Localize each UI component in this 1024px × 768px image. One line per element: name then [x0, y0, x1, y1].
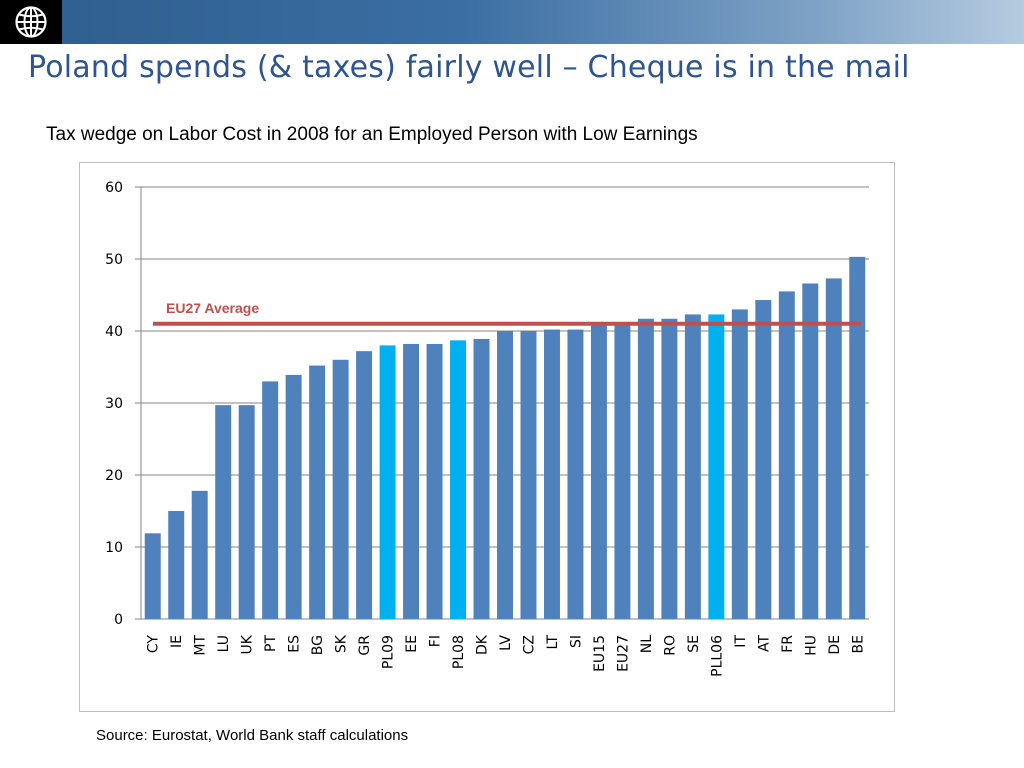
bar-pll06	[708, 314, 725, 619]
x-tick-label: MT	[193, 635, 209, 656]
x-tick-label: PL08	[451, 635, 467, 669]
x-tick-label: IE	[169, 635, 185, 648]
bar-sk	[332, 359, 349, 619]
x-tick-label: RO	[662, 635, 678, 656]
bar-lt	[543, 329, 560, 619]
x-tick-label: CZ	[521, 635, 537, 654]
world-bank-logo	[0, 0, 62, 44]
bar-it	[731, 309, 748, 619]
bar-hu	[802, 283, 819, 619]
bar-pl09	[379, 345, 396, 619]
bar-ro	[661, 318, 678, 619]
header-bar	[0, 0, 1024, 44]
y-tick-label: 40	[105, 324, 123, 340]
slide-title: Poland spends (& taxes) fairly well – Ch…	[28, 50, 910, 85]
x-tick-label: AT	[756, 635, 772, 652]
bar-fi	[426, 343, 443, 619]
x-tick-label: EU15	[592, 635, 608, 672]
bar-eu15	[590, 323, 607, 619]
y-tick-label: 0	[114, 612, 123, 628]
x-tick-label: PT	[263, 635, 279, 652]
x-tick-label: LV	[498, 635, 514, 651]
x-tick-label: LU	[216, 635, 232, 652]
bar-de	[825, 278, 842, 619]
bar-mt	[191, 490, 208, 619]
x-tick-label: LT	[545, 635, 561, 650]
bar-uk	[238, 405, 255, 619]
y-tick-label: 20	[105, 468, 123, 484]
x-tick-label: ES	[287, 635, 303, 653]
bar-dk	[473, 338, 490, 619]
eu27-average-label: EU27 Average	[166, 300, 259, 316]
chart-subtitle: Tax wedge on Labor Cost in 2008 for an E…	[46, 124, 698, 145]
y-tick-label: 10	[105, 540, 123, 556]
x-tick-label: EU27	[615, 635, 631, 672]
bar-nl	[637, 318, 654, 619]
x-tick-label: BE	[850, 635, 866, 653]
x-tick-label: GR	[357, 635, 373, 656]
bar-chart: 0 10 20 30 40 50 60 CY IE MT LU UK PT ES BG SK GR PL09 EE F…	[105, 180, 869, 677]
x-tick-label: UK	[240, 634, 256, 654]
x-tick-label: PL09	[381, 635, 397, 669]
x-tick-label: EE	[404, 635, 420, 653]
bar-lu	[215, 405, 232, 619]
bar-be	[849, 256, 866, 619]
bar-pl08	[450, 340, 467, 619]
bar-cy	[144, 533, 161, 619]
y-tick-label: 60	[105, 180, 123, 196]
x-tick-label: FR	[780, 635, 796, 653]
x-tick-label: SI	[568, 635, 584, 648]
bar-cz	[520, 331, 537, 619]
bar-lv	[497, 331, 513, 619]
bar-eu27	[614, 323, 631, 619]
x-tick-label: PLL06	[709, 635, 725, 677]
x-tick-label: CY	[146, 635, 162, 654]
x-tick-label: NL	[639, 635, 655, 653]
globe-icon	[15, 6, 47, 38]
x-tick-label: DE	[827, 635, 843, 655]
x-tick-label: SE	[686, 635, 702, 653]
x-tick-label: FI	[428, 635, 444, 647]
x-tick-label: DK	[475, 634, 491, 655]
bar-es	[285, 374, 302, 619]
bar-ee	[403, 343, 420, 619]
bar-at	[755, 300, 772, 619]
bar-si	[567, 329, 584, 619]
bar-pt	[262, 381, 279, 619]
x-tick-label: SK	[334, 634, 350, 653]
x-tick-label: HU	[803, 635, 819, 656]
bar-bg	[309, 365, 326, 619]
bar-fr	[778, 291, 795, 619]
y-tick-label: 50	[105, 252, 123, 268]
bar-gr	[356, 351, 373, 619]
x-tick-label: IT	[733, 635, 749, 648]
y-tick-label: 30	[105, 396, 123, 412]
source-note: Source: Eurostat, World Bank staff calcu…	[96, 727, 409, 744]
x-tick-label: BG	[310, 635, 326, 655]
bar-se	[684, 314, 701, 619]
bar-ie	[168, 511, 185, 619]
